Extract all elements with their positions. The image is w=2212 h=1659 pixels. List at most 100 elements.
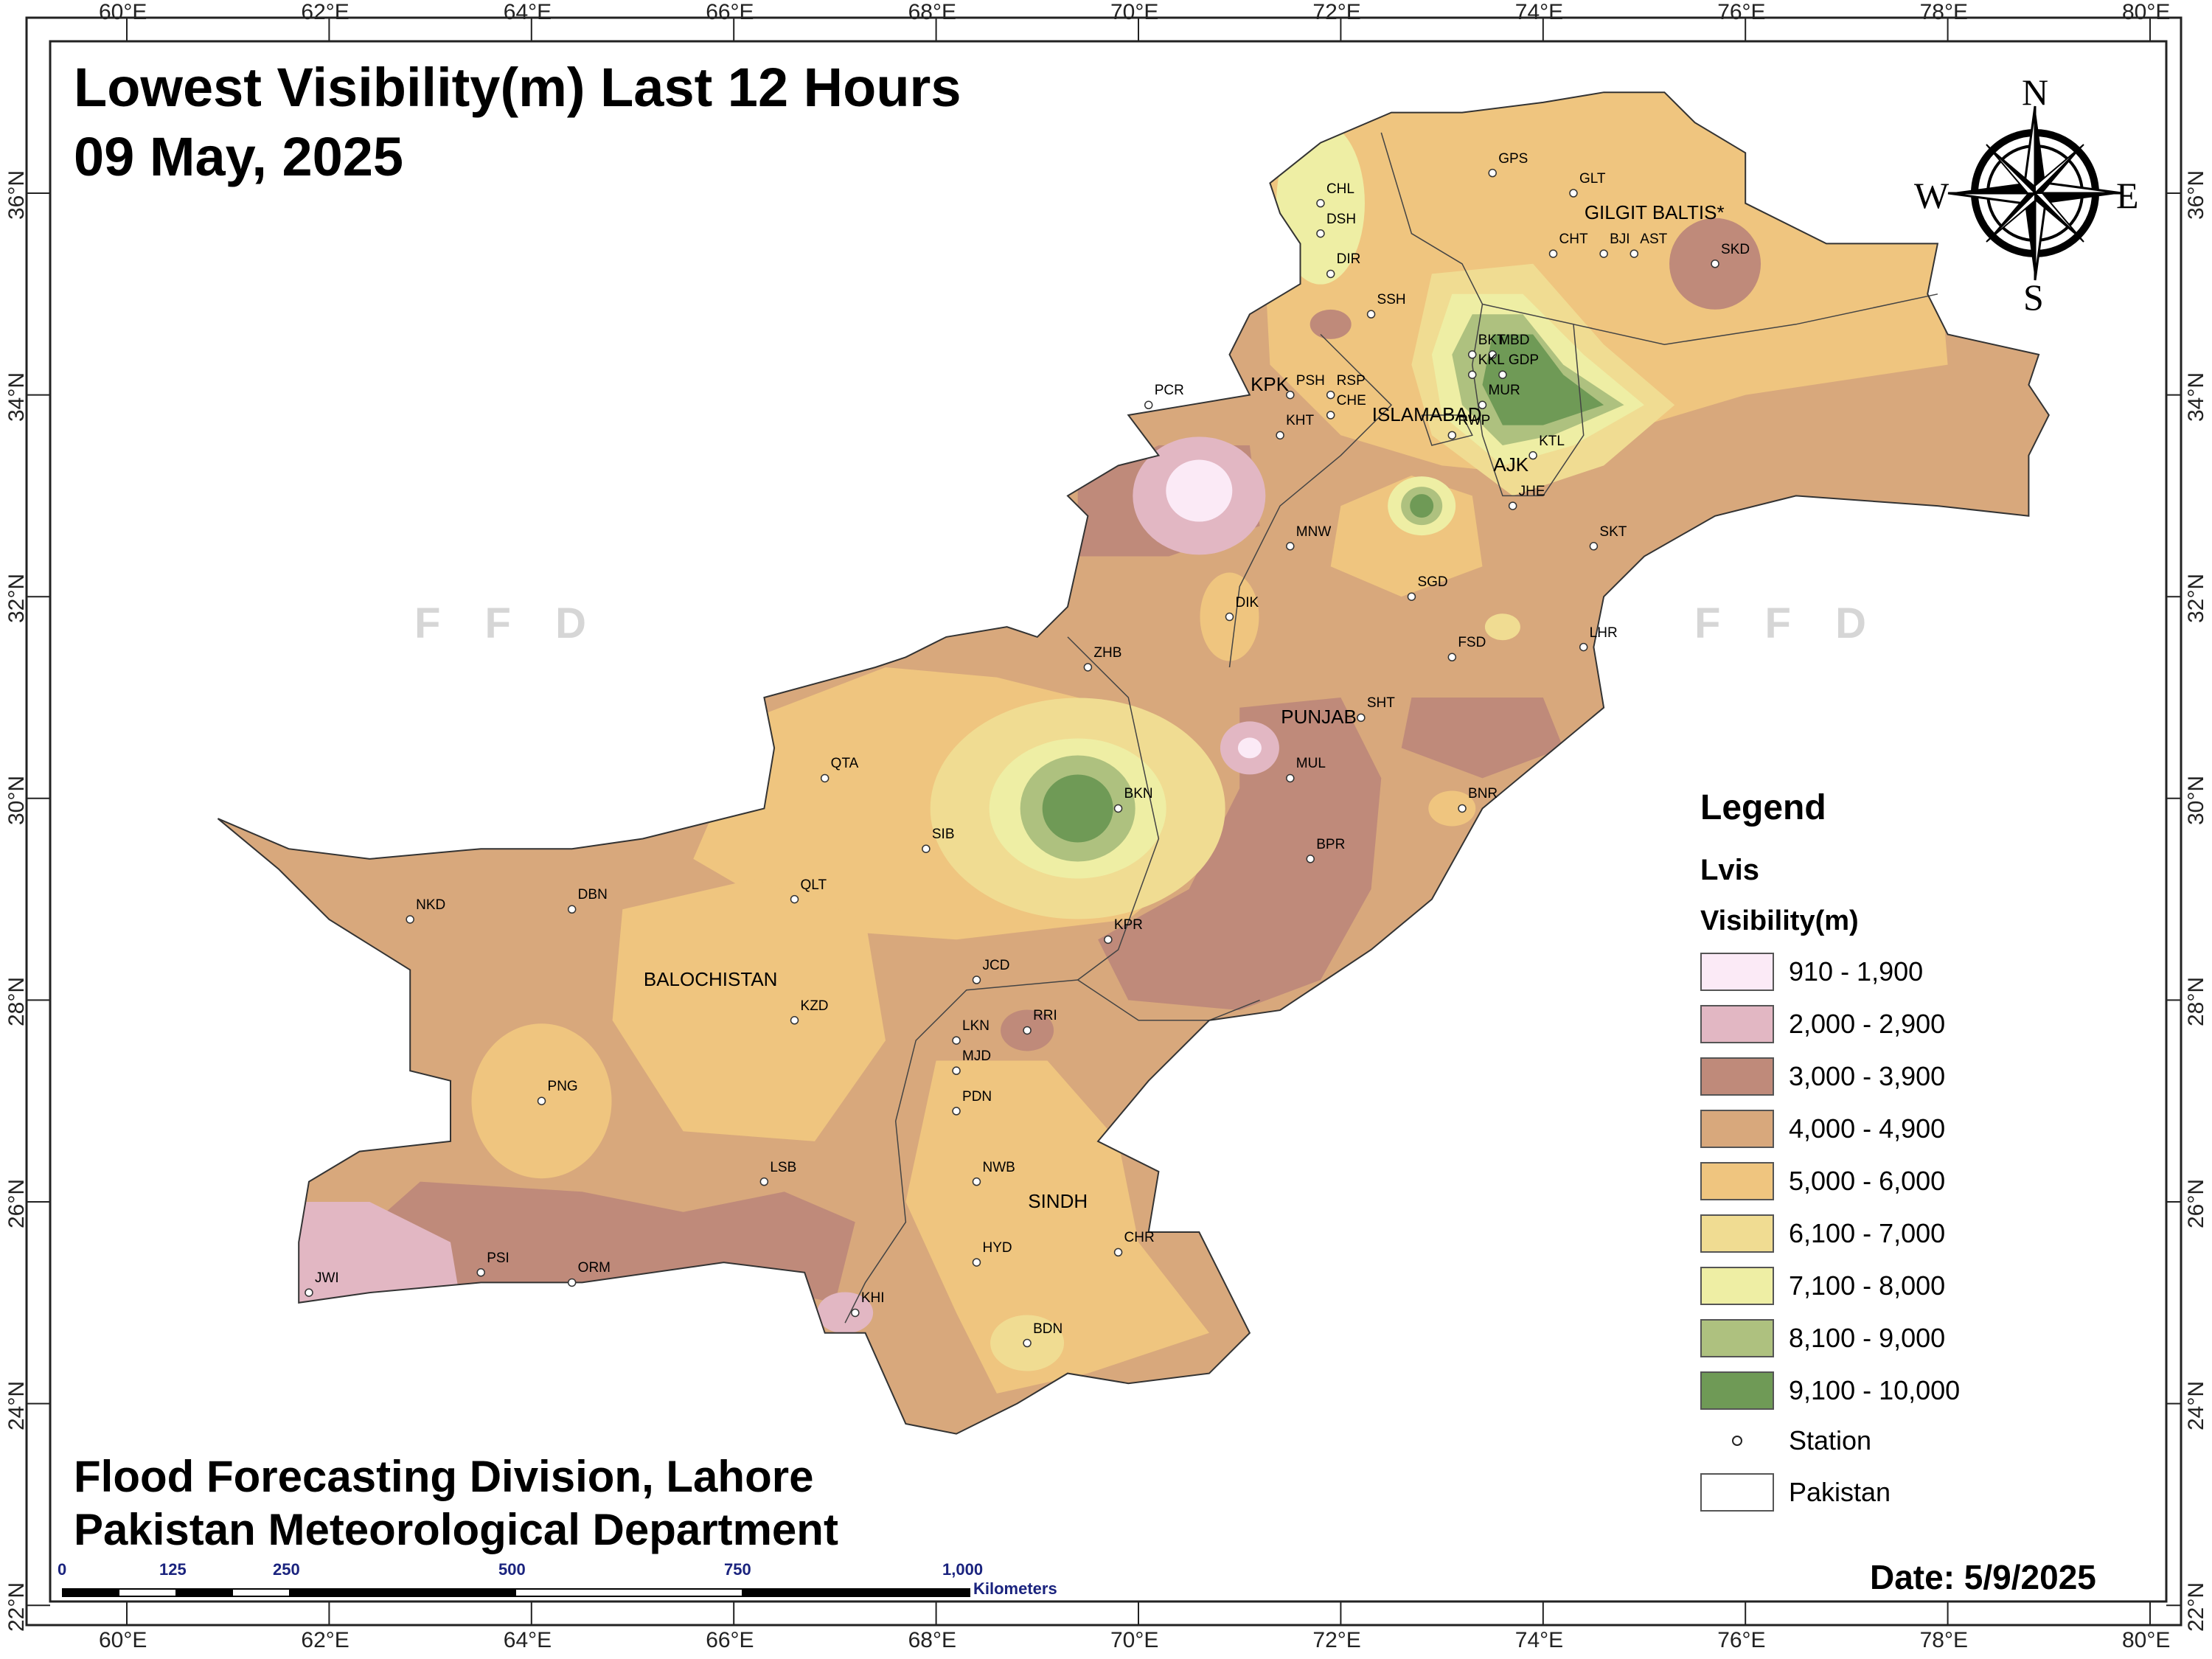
station-marker-sgd: [1407, 592, 1416, 601]
lon-tick-bottom: 62°E: [301, 1628, 349, 1652]
station-marker-lhr: [1579, 642, 1588, 652]
compass-east-label: E: [2116, 175, 2139, 216]
station-label-jhe: JHE: [1518, 484, 1545, 500]
station-label-jcd: JCD: [982, 958, 1010, 974]
legend-class-label: 910 - 1,900: [1789, 956, 1924, 987]
gilgit-ajk-boundary: [1573, 293, 1938, 345]
station-label-mur: MUR: [1488, 383, 1520, 399]
station-marker-lkn: [952, 1036, 961, 1045]
lat-tick-right: 24°N: [2184, 1380, 2208, 1430]
station-label-psi: PSI: [487, 1250, 509, 1266]
station-marker-pdn: [952, 1107, 961, 1116]
islamabad-boundary: [1421, 414, 1473, 446]
station-label-chl: CHL: [1326, 181, 1354, 197]
station-marker-bkt: [1468, 350, 1477, 359]
station-label-pdn: PDN: [962, 1088, 992, 1105]
legend-boundary-label: Pakistan: [1789, 1477, 1891, 1507]
legend-swatch: [1700, 1267, 1774, 1305]
station-marker-skd: [1711, 260, 1719, 268]
station-marker-bnr: [1458, 804, 1467, 813]
station-label-lsb: LSB: [770, 1159, 797, 1175]
station-marker-rwp: [1447, 431, 1457, 440]
station-marker-hyd: [972, 1258, 981, 1267]
station-label-gdp: GDP: [1508, 352, 1540, 369]
station-marker-kht: [1276, 431, 1284, 440]
station-label-cht: CHT: [1559, 232, 1588, 248]
station-marker-glt: [1569, 189, 1578, 198]
legend-class-row: 8,100 - 9,000: [1700, 1318, 1945, 1359]
pakistan-boundary: [217, 91, 2050, 1435]
legend-field-name: Visibility(m): [1700, 905, 1859, 936]
zone-9100-10000-bkn: [1042, 774, 1113, 843]
station-marker-dik: [1225, 612, 1234, 622]
station-marker-dsh: [1316, 229, 1325, 238]
map-date-title: 09 May, 2025: [74, 126, 404, 187]
lat-tick-left: 22°N: [4, 1582, 29, 1632]
lon-tick-bottom: 64°E: [503, 1628, 552, 1652]
legend-class-row: 3,000 - 3,900: [1700, 1056, 1945, 1097]
lon-tick-bottom: 76°E: [1717, 1628, 1766, 1652]
legend-class-row: 2,000 - 2,900: [1700, 1004, 1945, 1045]
station-marker-bpr: [1306, 855, 1315, 863]
legend-swatch: [1700, 1371, 1774, 1410]
station-marker-qta: [820, 773, 830, 783]
lon-tick-bottom: 78°E: [1919, 1628, 1968, 1652]
station-marker-chl: [1316, 198, 1325, 208]
station-label-sib: SIB: [931, 827, 955, 843]
station-label-mnw: MNW: [1295, 524, 1332, 540]
station-marker-jcd: [972, 975, 981, 984]
station-marker-sht: [1357, 713, 1366, 723]
zone-3000-3900-punjab-south: [1098, 698, 1382, 1011]
station-marker-orm: [567, 1278, 577, 1287]
lat-tick-left: 28°N: [4, 977, 29, 1027]
station-marker-jhe: [1508, 501, 1517, 510]
station-label-ktl: KTL: [1539, 433, 1565, 449]
lon-tick-bottom: 70°E: [1110, 1628, 1159, 1652]
station-marker-mnw: [1286, 542, 1295, 551]
station-marker-ast: [1630, 249, 1639, 258]
station-label-rsp: RSP: [1336, 372, 1366, 389]
footer-department: Pakistan Meteorological Department: [74, 1505, 838, 1554]
station-marker-ssh: [1366, 310, 1376, 319]
station-marker-rsp: [1326, 390, 1335, 400]
region-label-punjab: PUNJAB: [1281, 706, 1357, 728]
station-label-kkl: KKL: [1478, 352, 1505, 369]
lat-tick-right: 36°N: [2184, 170, 2208, 220]
lon-tick-bottom: 60°E: [99, 1628, 147, 1652]
lon-tick-bottom: 68°E: [908, 1628, 956, 1652]
station-label-bnr: BNR: [1468, 786, 1498, 802]
station-label-nwb: NWB: [982, 1159, 1015, 1175]
station-label-mbd: MBD: [1498, 332, 1530, 348]
station-label-gps: GPS: [1498, 150, 1528, 167]
region-label-islamabad: ISLAMABAD: [1371, 403, 1482, 425]
station-label-nkd: NKD: [416, 897, 446, 913]
lat-tick-left: 34°N: [4, 372, 29, 422]
station-marker-mjd: [952, 1066, 961, 1075]
station-label-hyd: HYD: [982, 1240, 1012, 1256]
zone-9100-10000-north: [1482, 334, 1604, 425]
region-label-kpk: KPK: [1251, 372, 1290, 395]
station-label-kzd: KZD: [800, 998, 829, 1014]
legend-boundary-row: Pakistan: [1700, 1472, 1891, 1513]
zone-910-1900-multan: [1237, 737, 1262, 759]
lon-tick-top: 72°E: [1312, 0, 1361, 24]
station-marker-fsd: [1447, 653, 1457, 662]
station-label-png: PNG: [547, 1079, 578, 1095]
zone-3000-3900-sahiwal: [1401, 698, 1564, 779]
lon-tick-top: 70°E: [1110, 0, 1159, 24]
kpk-punjab-boundary: [1228, 333, 1393, 668]
legend-class-row: 910 - 1,900: [1700, 951, 1923, 992]
station-label-bdn: BDN: [1033, 1321, 1063, 1337]
station-marker-kzd: [790, 1016, 799, 1025]
balochistan-punjab-boundary: [1067, 636, 1160, 981]
station-marker-bji: [1599, 249, 1608, 258]
lon-tick-top: 74°E: [1514, 0, 1564, 24]
lon-tick-top: 64°E: [503, 0, 552, 24]
stations-layer: [305, 168, 1719, 1348]
station-marker-ktl: [1528, 451, 1537, 460]
station-marker-skt: [1589, 542, 1599, 551]
station-label-orm: ORM: [577, 1260, 611, 1276]
station-label-kpr: KPR: [1113, 917, 1143, 933]
station-label-ast: AST: [1640, 232, 1668, 248]
legend-swatch: [1700, 1057, 1774, 1096]
